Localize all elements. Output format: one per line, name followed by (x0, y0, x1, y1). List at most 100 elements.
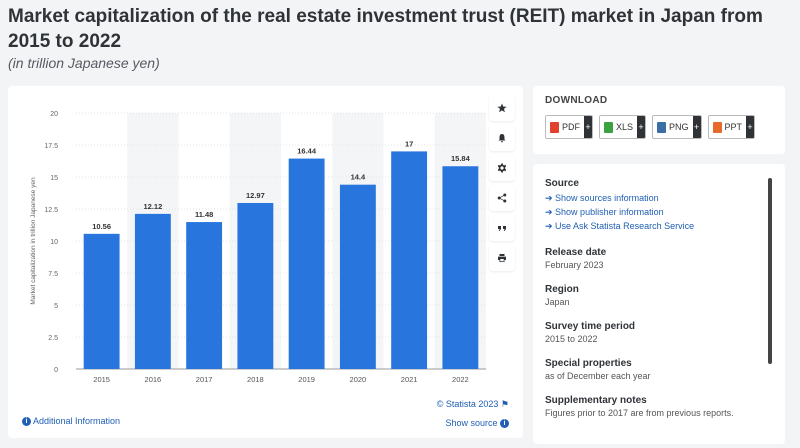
x-tick-label: 2022 (452, 375, 469, 384)
bar (391, 151, 428, 369)
scrollbar[interactable] (768, 178, 772, 364)
plus-icon: + (692, 116, 701, 138)
bar (83, 233, 120, 369)
bar (186, 222, 223, 369)
survey-period-label: Survey time period (545, 321, 636, 332)
print-button[interactable] (489, 245, 515, 271)
share-icon (497, 193, 507, 203)
bar (288, 158, 325, 369)
y-tick-label: 15 (50, 175, 58, 182)
chart-toolbar (489, 95, 517, 275)
special-properties-value: as of December each year (545, 371, 651, 381)
ppt-file-icon (712, 121, 722, 133)
y-tick-label: 2.5 (48, 335, 58, 342)
source-label: Source (545, 178, 579, 189)
bar-chart: 0 2.5 5 7.5 10 12.5 15 17.5 20 Market capitalizat… (30, 111, 486, 384)
bell-icon (498, 134, 506, 143)
info-panel: Source ➔ Show sources information ➔ Show… (533, 164, 785, 444)
download-pdf-label: PDF (562, 122, 580, 132)
copyright-link[interactable]: © Statista 2023 ⚑ (437, 399, 509, 410)
arrow-right-icon: ➔ (545, 207, 556, 217)
x-tick-label: 2019 (298, 375, 315, 384)
show-sources-link[interactable]: ➔ Show sources information (545, 191, 773, 205)
show-publisher-label: Show publisher information (555, 207, 664, 217)
show-sources-label: Show sources information (555, 193, 659, 203)
show-publisher-link[interactable]: ➔ Show publisher information (545, 205, 773, 219)
ask-statista-link[interactable]: ➔ Use Ask Statista Research Service (545, 219, 773, 233)
share-button[interactable] (489, 185, 515, 211)
quote-icon (498, 226, 506, 231)
data-label: 11.48 (195, 210, 213, 219)
release-date-label: Release date (545, 247, 607, 258)
download-ppt-label: PPT (724, 122, 743, 132)
arrow-right-icon: ➔ (545, 193, 556, 203)
plus-icon: + (637, 116, 646, 138)
x-tick-label: 2017 (196, 375, 213, 384)
arrow-right-icon: ➔ (545, 221, 556, 231)
x-tick-label: 2020 (350, 375, 367, 384)
data-label: 14.4 (351, 173, 366, 182)
print-icon (498, 254, 506, 262)
download-png-label: PNG (669, 122, 689, 132)
data-label: 17 (405, 139, 413, 148)
show-source-link[interactable]: Show source i (445, 418, 509, 428)
x-tick-label: 2018 (247, 375, 264, 384)
x-tick-label: 2021 (401, 375, 418, 384)
star-icon (497, 103, 507, 113)
supplementary-notes-value: Figures prior to 2017 are from previous … (545, 408, 734, 418)
region-label: Region (545, 284, 579, 295)
y-axis-label: Market capitalization in trillion Japane… (30, 177, 37, 305)
additional-info-link[interactable]: i Additional Information (22, 416, 120, 426)
chart-card: 0 2.5 5 7.5 10 12.5 15 17.5 20 Market capitalizat… (8, 86, 523, 438)
data-label: 12.97 (246, 191, 265, 200)
y-tick-label: 7.5 (48, 271, 58, 278)
copyright-label: © Statista 2023 (436, 399, 499, 409)
page-title: Market capitalization of the real estate… (8, 6, 763, 52)
notification-button[interactable] (489, 125, 515, 151)
cite-button[interactable] (489, 215, 515, 241)
download-xls-button[interactable]: XLS + (599, 115, 647, 139)
download-title: DOWNLOAD (545, 95, 608, 106)
pdf-file-icon (550, 121, 559, 133)
y-tick-label: 17.5 (44, 143, 58, 150)
y-tick-label: 5 (54, 303, 58, 310)
special-properties-label: Special properties (545, 358, 632, 369)
settings-button[interactable] (489, 155, 515, 181)
page-subtitle: (in trillion Japanese yen) (8, 55, 160, 71)
data-label: 15.84 (451, 154, 471, 163)
x-tick-label: 2016 (145, 375, 162, 384)
y-tick-label: 20 (50, 111, 58, 118)
plus-icon: + (584, 116, 592, 138)
flag-icon: ⚑ (500, 399, 509, 409)
download-ppt-button[interactable]: PPT + (707, 115, 756, 139)
png-file-icon (657, 121, 667, 133)
release-date-value: February 2023 (545, 260, 604, 270)
survey-period-value: 2015 to 2022 (545, 334, 598, 344)
ask-statista-label: Use Ask Statista Research Service (555, 221, 695, 231)
download-pdf-button[interactable]: PDF + (545, 115, 593, 139)
download-panel: DOWNLOAD PDF + XLS + PNG + PPT + (533, 86, 785, 154)
plus-icon: + (746, 116, 755, 138)
y-tick-label: 10 (50, 239, 58, 246)
favorite-button[interactable] (489, 95, 515, 121)
data-label: 12.12 (143, 202, 162, 211)
supplementary-notes-label: Supplementary notes (545, 395, 647, 406)
bar (134, 213, 171, 369)
xls-file-icon (604, 121, 613, 133)
bar (237, 202, 274, 369)
info-icon: i (500, 419, 509, 428)
x-tick-label: 2015 (93, 375, 110, 384)
info-icon: i (22, 417, 31, 426)
region-value: Japan (545, 297, 570, 307)
bar (442, 166, 479, 369)
show-source-label: Show source (445, 417, 498, 428)
y-tick-label: 0 (54, 367, 58, 374)
download-png-button[interactable]: PNG + (652, 115, 702, 139)
bar (339, 184, 376, 369)
additional-info-label: Additional Information (33, 415, 121, 426)
y-tick-label: 12.5 (44, 207, 58, 214)
data-label: 10.56 (92, 222, 111, 231)
gear-icon (497, 163, 507, 173)
download-xls-label: XLS (616, 122, 634, 132)
data-label: 16.44 (297, 147, 317, 156)
